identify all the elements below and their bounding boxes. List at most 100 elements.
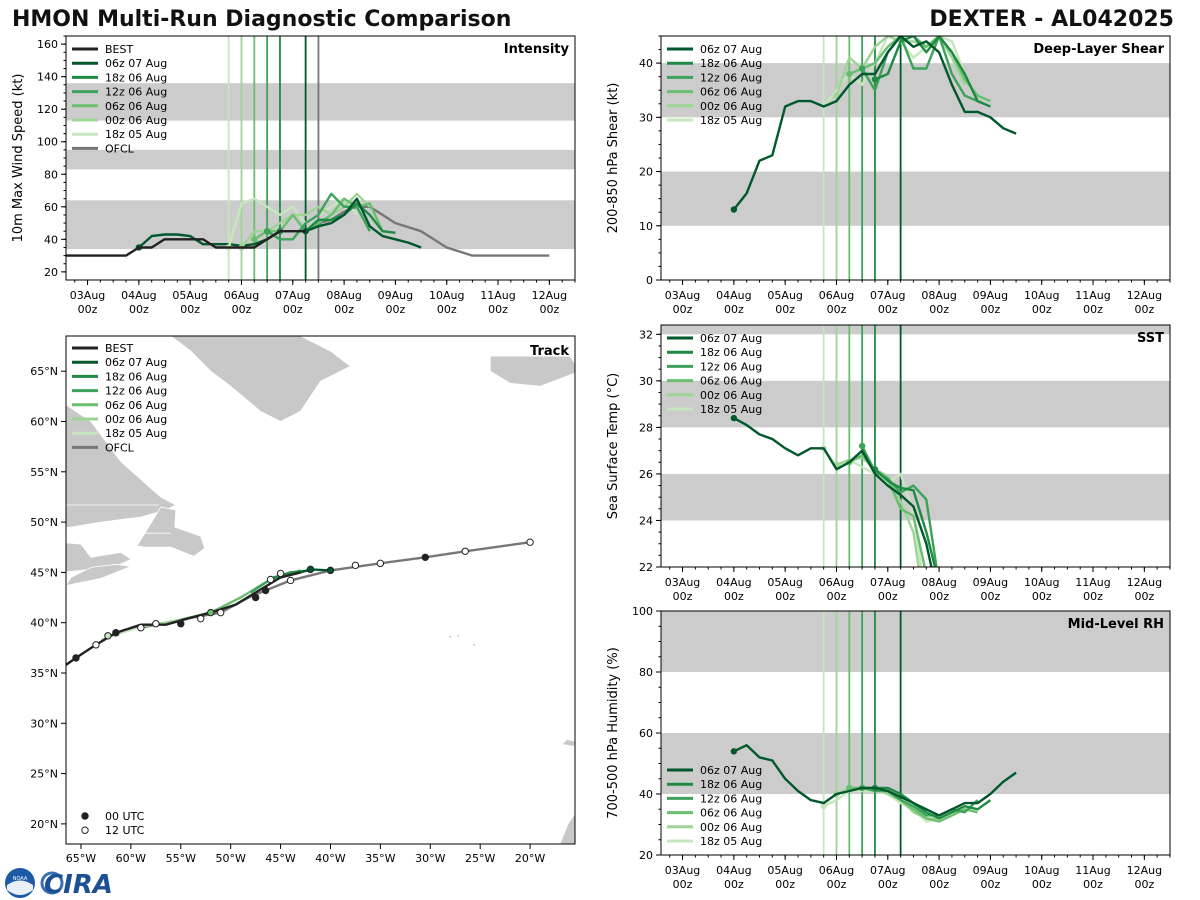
noaa-seal-text: NOAA — [13, 876, 28, 882]
shear-xtick-label-line: 00z — [1032, 303, 1052, 316]
intensity-series-line — [66, 229, 306, 257]
intensity-xtick-label: 10Aug 00z — [429, 289, 464, 316]
intensity-ytick-label: 40 — [44, 233, 58, 246]
shear-xtick-label: 10Aug 00z — [1024, 289, 1059, 316]
track-xtick-label: 60°W — [116, 852, 146, 865]
rh-series-start-point — [820, 803, 827, 810]
track-marker-legend-label: 12 UTC — [105, 824, 145, 837]
rh-ytick-label: 40 — [639, 788, 653, 801]
sst-xtick-label: 05Aug 00z — [767, 576, 802, 603]
shear-plot-area — [661, 36, 1170, 280]
track-ytick-label: 55°N — [30, 466, 58, 479]
intensity-ytick-label: 140 — [37, 71, 58, 84]
shear-xtick-label: 06Aug 00z — [819, 289, 854, 316]
track-legend-label: OFCL — [105, 441, 135, 454]
sst-series-line — [874, 468, 937, 567]
intensity-xtick-label: 09Aug 00z — [378, 289, 413, 316]
sst-series-start-point — [730, 414, 738, 422]
sst-xtick-label-line: 10Aug — [1024, 576, 1059, 589]
shear-xtick-label-line: 00z — [775, 303, 795, 316]
rh-legend-label: 06z 06 Aug — [700, 807, 762, 820]
rh-ytick-label: 80 — [639, 666, 653, 679]
shear-title: Deep-Layer Shear — [1033, 42, 1164, 57]
sst-ytick-label: 30 — [639, 375, 653, 388]
rh-xtick-label-line: 00z — [1134, 878, 1154, 891]
sst-xtick-label-line: 00z — [724, 590, 744, 603]
intensity-legend-label: 12z 06 Aug — [105, 86, 167, 99]
shear-xtick-label-line: 06Aug — [819, 289, 854, 302]
sst-xtick-label-line: 09Aug — [973, 576, 1008, 589]
rh-xtick-label-line: 00z — [981, 878, 1001, 891]
sst-xtick-label-line: 00z — [775, 590, 795, 603]
intensity-legend-label: 06z 06 Aug — [105, 100, 167, 113]
sst-xtick-label-line: 08Aug — [921, 576, 956, 589]
track-marker-00-utc — [251, 593, 260, 602]
sst-plot-area — [661, 325, 1170, 567]
shear-series-start-point — [730, 206, 738, 213]
rh-xtick-label-line: 00z — [673, 878, 693, 891]
shear-series-start-point — [871, 76, 879, 83]
track-xtick-label: 50°W — [215, 852, 245, 865]
track-xtick-label: 45°W — [265, 852, 295, 865]
sst-xtick-label-line: 00z — [878, 590, 898, 603]
track-marker-00-utc — [177, 619, 185, 628]
track-title: Track — [530, 344, 569, 359]
sst-xtick-label-line: 00z — [1134, 590, 1154, 603]
track-ytick-label: 45°N — [30, 566, 58, 579]
sst-xtick-label: 04Aug 00z — [716, 576, 751, 603]
rh-legend-label: 18z 05 Aug — [700, 835, 762, 848]
track-marker-12-utc — [286, 576, 295, 585]
shear-xtick-label-line: 10Aug — [1024, 289, 1059, 302]
intensity-xtick-label-line: 03Aug — [70, 289, 105, 302]
rh-xtick-label: 03Aug 00z — [665, 864, 700, 891]
rh-xtick-label: 04Aug 00z — [716, 864, 751, 891]
track-marker-00-utc — [261, 586, 270, 595]
shear-xtick-label-line: 00z — [827, 303, 847, 316]
azores-island — [473, 643, 476, 646]
track-marker-12-utc — [137, 624, 145, 632]
track-marker-12-utc — [216, 608, 225, 617]
shear-xtick-label: 08Aug 00z — [921, 289, 956, 316]
track-legend-label: 06z 06 Aug — [105, 399, 167, 412]
rh-xtick-label: 06Aug 00z — [819, 864, 854, 891]
sst-xtick-label: 03Aug 00z — [665, 576, 700, 603]
sst-ytick-label: 22 — [639, 561, 653, 574]
cira-logo: NOAA CIRA — [5, 868, 113, 900]
intensity-xtick-label-line: 00z — [180, 303, 200, 316]
intensity-ytick-label: 20 — [44, 266, 58, 279]
rh-xtick-label-line: 08Aug — [921, 864, 956, 877]
sst-band-2 — [661, 325, 1170, 335]
rh-xtick-label: 11Aug 00z — [1075, 864, 1110, 891]
intensity-xtick-label: 04Aug 00z — [121, 289, 156, 316]
track-marker-00-utc — [326, 566, 335, 575]
rh-band-0 — [661, 733, 1170, 794]
intensity-xtick-label-line: 06Aug — [224, 289, 259, 302]
track-marker-12-utc — [92, 641, 100, 649]
intensity-xtick-label-line: 00z — [334, 303, 354, 316]
shear-xtick-label: 04Aug 00z — [716, 289, 751, 316]
rh-xtick-label-line: 00z — [827, 878, 847, 891]
intensity-xtick-label: 12Aug 00z — [532, 289, 567, 316]
intensity-xtick-label-line: 12Aug — [532, 289, 567, 302]
sst-legend-label: 18z 05 Aug — [700, 403, 762, 416]
track-ytick-label: 50°N — [30, 516, 58, 529]
sst-xtick-label-line: 00z — [981, 590, 1001, 603]
canary-islands-landmass — [561, 738, 575, 747]
sst-legend-label: 00z 06 Aug — [700, 389, 762, 402]
track-legend-label: 12z 06 Aug — [105, 385, 167, 398]
intensity-xtick-label: 08Aug 00z — [326, 289, 361, 316]
shear-ytick-label: 20 — [639, 166, 653, 179]
track-marker-12-utc — [197, 614, 205, 623]
rh-xtick-label-line: 00z — [929, 878, 949, 891]
shear-legend-label: 18z 06 Aug — [700, 57, 762, 70]
rh-band-1 — [661, 611, 1170, 672]
intensity-xtick-label: 11Aug 00z — [480, 289, 515, 316]
shear-legend-label: 12z 06 Aug — [700, 71, 762, 84]
rh-ytick-label: 100 — [632, 605, 653, 618]
intensity-ytick-label: 60 — [44, 201, 58, 214]
track-ytick-label: 35°N — [30, 667, 58, 680]
intensity-ytick-label: 120 — [37, 103, 58, 116]
shear-xtick-label: 07Aug 00z — [870, 289, 905, 316]
